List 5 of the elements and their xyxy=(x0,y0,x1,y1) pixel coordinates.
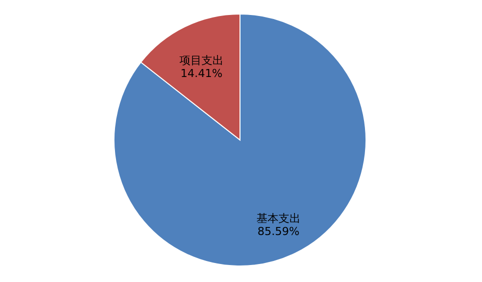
slice-label: 基本支出 xyxy=(256,212,300,226)
slice-label: 项目支出 xyxy=(180,54,224,67)
pie-slice xyxy=(114,14,366,266)
data-label: 85.59% xyxy=(258,225,300,238)
data-label: 14.41% xyxy=(180,66,222,80)
